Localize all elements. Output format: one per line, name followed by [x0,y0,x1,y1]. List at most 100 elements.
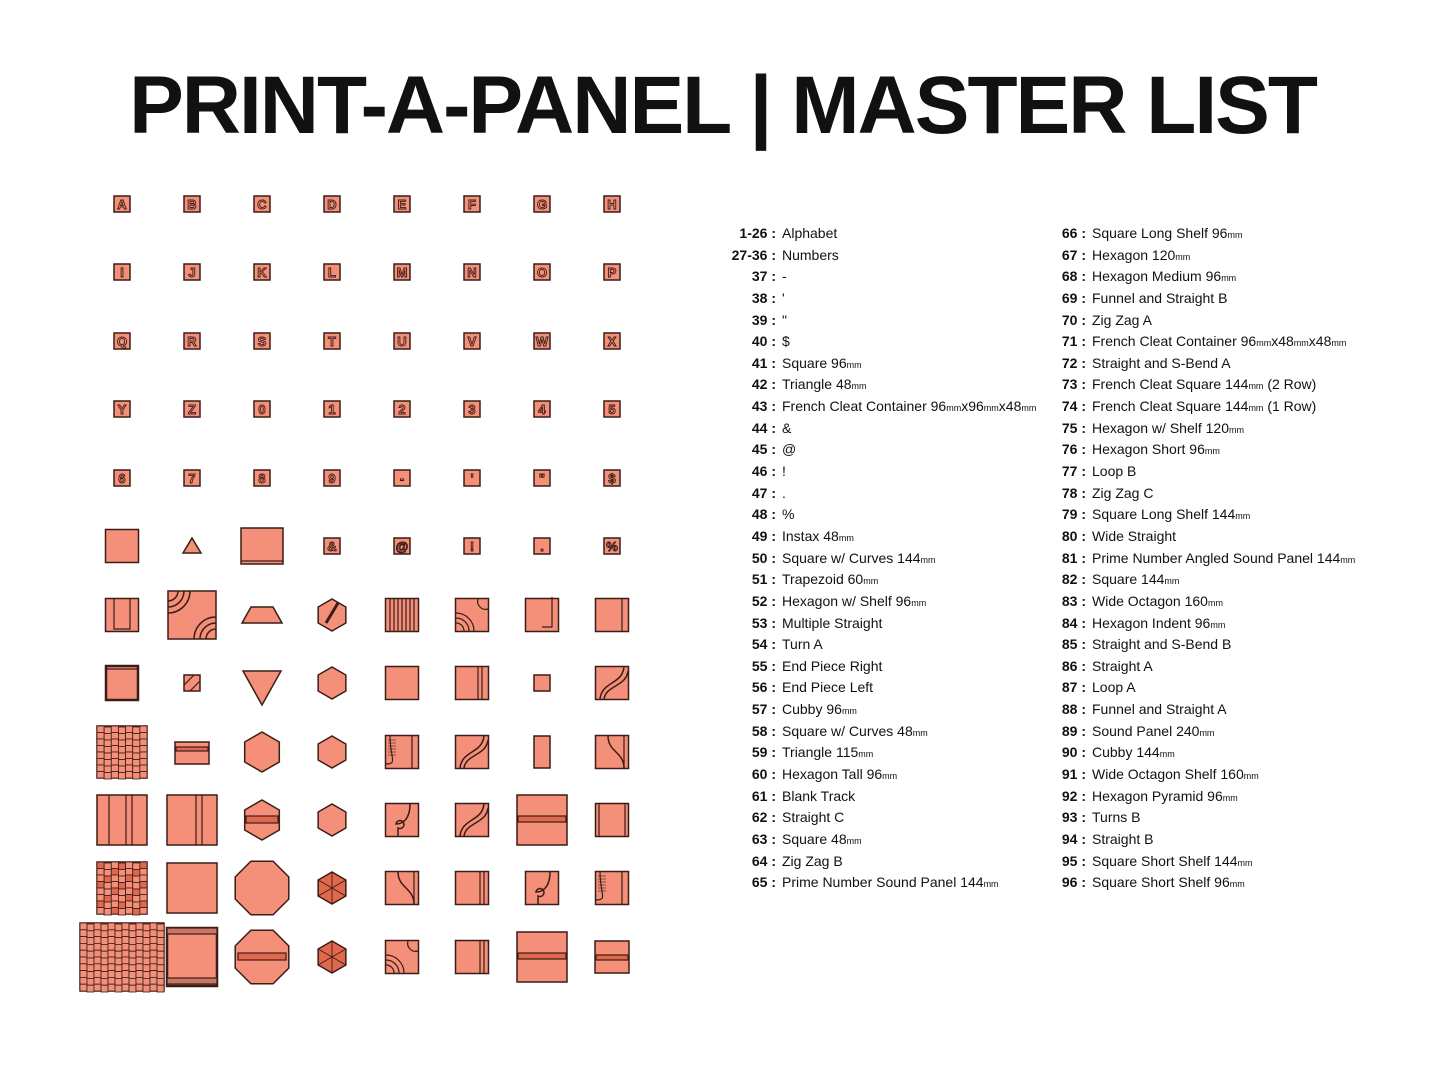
item-number: 77 : [1061,463,1086,480]
item-label: Loop A [1092,679,1136,696]
item-number: 85 : [1061,636,1086,653]
panel-tile-square-tiny [533,674,551,692]
svg-text:.: . [540,539,544,554]
panel-tile-letter: O [533,263,551,281]
item-number: 89 : [1061,722,1086,739]
item-label: French Cleat Container 96mmx96mmx48mm [782,398,1037,415]
item-number: 90 : [1061,744,1086,761]
svg-text:5: 5 [608,402,615,417]
panel-tile-long-shelf-wide [516,931,568,983]
list-item: 56 : End Piece Left [752,677,1036,699]
panel-tile-tall-rect [533,735,551,769]
item-label: Square Long Shelf 144mm [1092,506,1251,523]
panel-tile-letter: B [183,195,201,213]
list-item: 85 : Straight and S-Bend B [1062,634,1355,656]
list-item: 77 : Loop B [1062,461,1355,483]
list-item: 52 : Hexagon w/ Shelf 96mm [752,591,1036,613]
item-number: 40 : [751,333,776,350]
item-label: Turns B [1092,809,1141,826]
item-label: Hexagon Indent 96mm [1092,614,1226,631]
list-item: 51 : Trapezoid 60mm [752,569,1036,591]
panel-tile-letter: U [393,332,411,350]
panel-tile-letter: Q [113,332,131,350]
panel-tile-cubby [104,664,140,702]
svg-text:S: S [258,334,267,349]
svg-text:": " [539,471,545,486]
item-label: Square Short Shelf 96mm [1092,874,1245,891]
item-number: 42 : [751,376,776,393]
item-number: 59 : [751,744,776,761]
item-number: 94 : [1061,830,1086,847]
item-number: 46 : [751,463,776,480]
panel-tile-prime [96,725,148,780]
panel-tile-instax [104,597,140,633]
item-label: Blank Track [782,787,856,804]
master-list-right: 66 : Square Long Shelf 96mm 67 : Hexagon 12… [1062,223,1355,894]
svg-text:$: $ [608,471,616,486]
panel-tile-letter: M [393,263,411,281]
list-item: 63 : Square 48mm [752,829,1036,851]
item-number: 70 : [1061,311,1086,328]
item-label: Hexagon w/ Shelf 120mm [1092,419,1244,436]
panel-tile-straight-c [454,665,490,701]
panel-tile-turn [454,597,490,633]
panel-tile-letter: C [253,195,271,213]
panel-tile-wide-straight [594,802,630,838]
panel-tile-triangle-down [241,670,283,707]
svg-text:B: B [187,197,196,212]
panel-tile-letter: 6 [113,469,131,487]
list-item: 90 : Cubby 144mm [1062,742,1355,764]
item-number: 91 : [1061,766,1086,783]
panel-tile-fc-2row [96,794,148,846]
svg-text:E: E [398,197,407,212]
list-item: 80 : Wide Straight [1062,526,1355,548]
item-number: 73 : [1061,376,1086,393]
item-label: Square 48mm [782,830,862,847]
item-number: 39 : [751,311,776,328]
panel-tile-sound-240 [79,922,165,993]
item-label: Hexagon Medium 96mm [1092,268,1237,285]
list-item: 38 : ' [752,288,1036,310]
list-item: 67 : Hexagon 120mm [1062,245,1355,267]
item-number: 69 : [1061,289,1086,306]
list-item: 53 : Multiple Straight [752,613,1036,635]
item-number: 72 : [1061,354,1086,371]
svg-text:W: W [536,334,549,349]
list-item: 73 : French Cleat Square 144mm (2 Row) [1062,374,1355,396]
list-item: 84 : Hexagon Indent 96mm [1062,613,1355,635]
item-number: 86 : [1061,657,1086,674]
panel-tile-prime-angled [96,861,148,916]
item-number: 47 : [751,484,776,501]
panel-tile-long-shelf [174,741,210,765]
svg-text:-: - [400,471,404,486]
panel-tile-letter: X [603,332,621,350]
panel-tile-letter: D [323,195,341,213]
panel-tile-hexagon [317,666,347,700]
svg-text:R: R [187,334,197,349]
item-number: 68 : [1061,268,1086,285]
svg-text:Y: Y [118,402,127,417]
list-item: 69 : Funnel and Straight B [1062,288,1355,310]
list-item: 70 : Zig Zag A [1062,310,1355,332]
item-number: 74 : [1061,398,1086,415]
panel-tile-trapezoid [240,606,284,624]
svg-text:9: 9 [328,471,335,486]
item-label: Straight B [1092,830,1154,847]
item-label: Hexagon Tall 96mm [782,766,898,783]
item-label: Square w/ Curves 48mm [782,722,928,739]
svg-text:Z: Z [188,402,196,417]
panel-tile-letter: % [603,537,621,555]
svg-text:O: O [537,265,547,280]
page-title: PRINT-A-PANEL | MASTER LIST [129,60,1318,151]
item-label: Square w/ Curves 144mm [782,549,936,566]
item-label: French Cleat Container 96mmx48mmx48mm [1092,333,1347,350]
item-label: . [782,484,786,501]
item-number: 55 : [751,657,776,674]
panel-tile-hexagon-shelf-diag [317,598,347,632]
list-item: 74 : French Cleat Square 144mm (1 Row) [1062,396,1355,418]
item-label: Square 96mm [782,354,862,371]
item-label: ' [782,289,785,306]
item-number: 1-26 : [739,225,776,241]
list-item: 58 : Square w/ Curves 48mm [752,721,1036,743]
panel-tile-triangle-small [181,536,203,554]
